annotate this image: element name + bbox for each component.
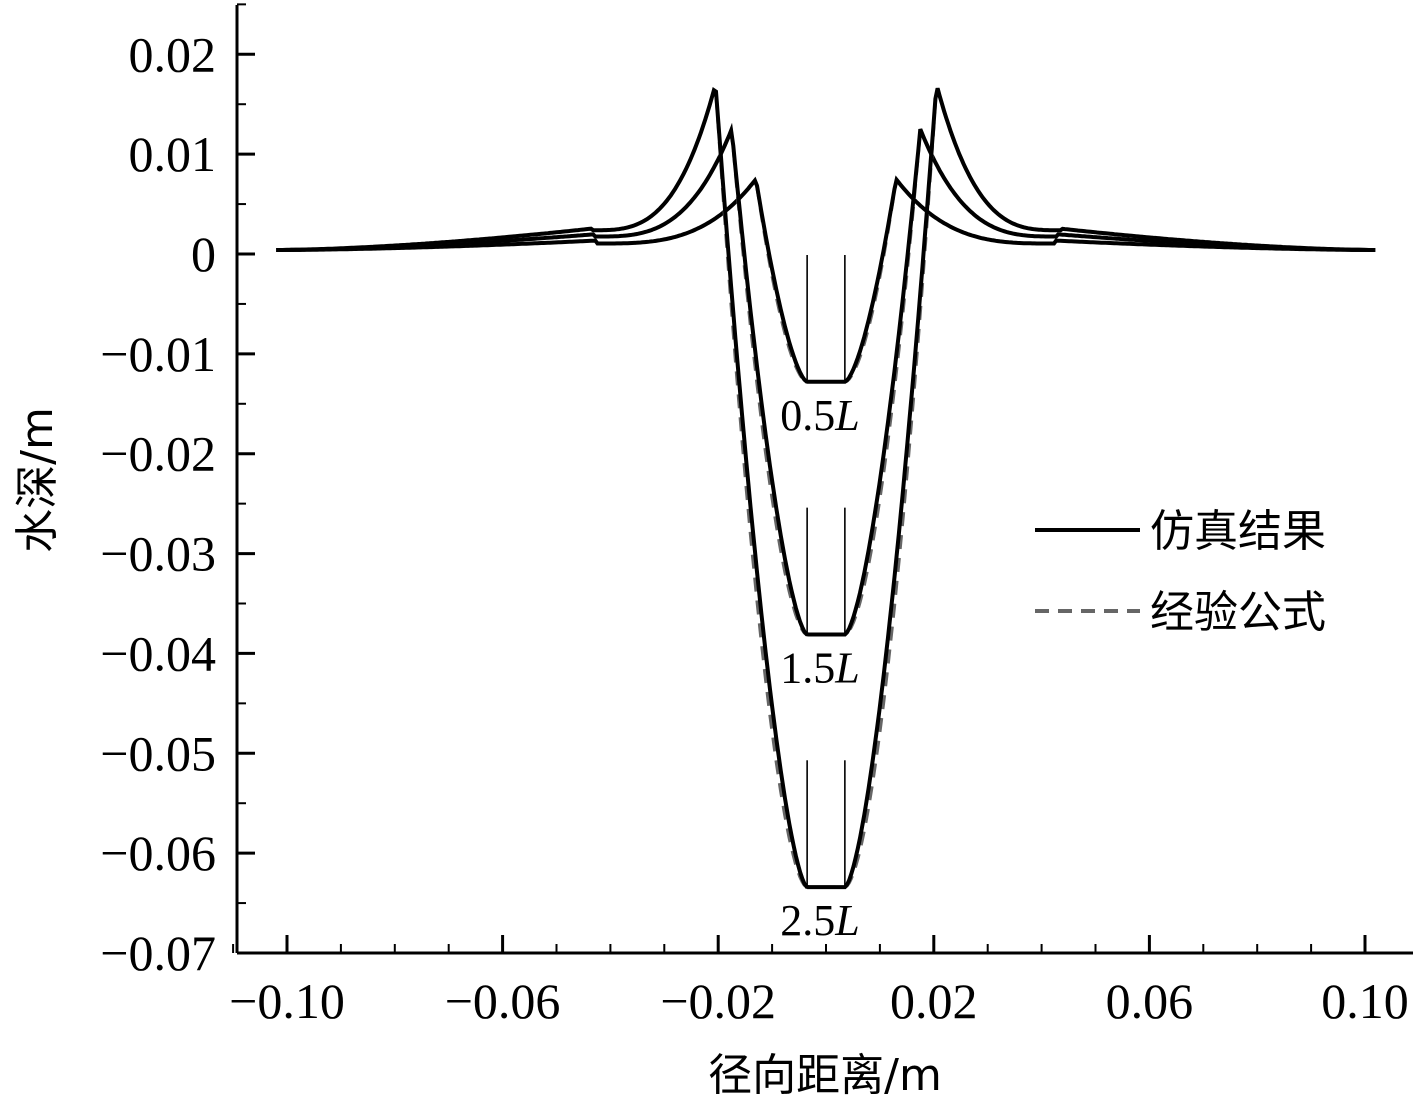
simulation-curve-2.5L <box>276 87 1376 890</box>
x-tick-label: −0.06 <box>445 973 561 1029</box>
y-tick-label: −0.04 <box>100 625 216 681</box>
curve-label-letter: L <box>834 643 859 692</box>
curve-label-letter: L <box>834 896 859 945</box>
y-axis-title: 水深/m <box>12 407 63 553</box>
curve-label-letter: L <box>834 391 859 440</box>
curve-label-1.5L: 1.5L <box>780 643 859 692</box>
legend-label-empirical: 经验公式 <box>1150 587 1326 638</box>
y-tick-label: −0.01 <box>100 326 216 382</box>
legend-label-simulation: 仿真结果 <box>1150 506 1326 557</box>
empirical-curve-2.5L <box>276 86 1376 889</box>
x-tick-label: 0.10 <box>1321 973 1409 1029</box>
y-tick-label: −0.06 <box>100 825 216 881</box>
y-tick-label: −0.03 <box>100 526 216 582</box>
y-tick-label: 0.01 <box>129 126 217 182</box>
curve-label-2.5L: 2.5L <box>780 896 859 945</box>
x-axis-title: 径向距离/m <box>708 1050 942 1101</box>
simulation-curve-0.5L <box>276 175 1376 384</box>
empirical-curve-0.5L <box>276 175 1376 384</box>
plot-area: 0.5L1.5L2.5L <box>276 86 1376 945</box>
x-tick-label: −0.10 <box>229 973 345 1029</box>
simulation-curve-1.5L <box>276 122 1376 637</box>
y-tick-label: −0.02 <box>100 426 216 482</box>
axes: 0.02 0.01 0 −0.01 −0.02 −0.03 −0.04 −0.05 −0.06 −… <box>100 3 1413 1029</box>
curve-label-0.5L: 0.5L <box>780 391 859 440</box>
x-tick-label: 0.02 <box>890 973 978 1029</box>
y-tick-label: −0.07 <box>100 925 216 981</box>
curve-label-number: 1.5 <box>780 643 835 692</box>
y-tick-label: −0.05 <box>100 725 216 781</box>
x-tick-label: −0.02 <box>660 973 776 1029</box>
legend: 仿真结果 经验公式 <box>1035 506 1326 638</box>
curve-label-number: 0.5 <box>780 391 835 440</box>
curve-label-number: 2.5 <box>780 896 835 945</box>
y-tick-label: 0.02 <box>129 26 217 82</box>
y-tick-label: 0 <box>191 226 216 282</box>
x-tick-label: 0.06 <box>1106 973 1194 1029</box>
